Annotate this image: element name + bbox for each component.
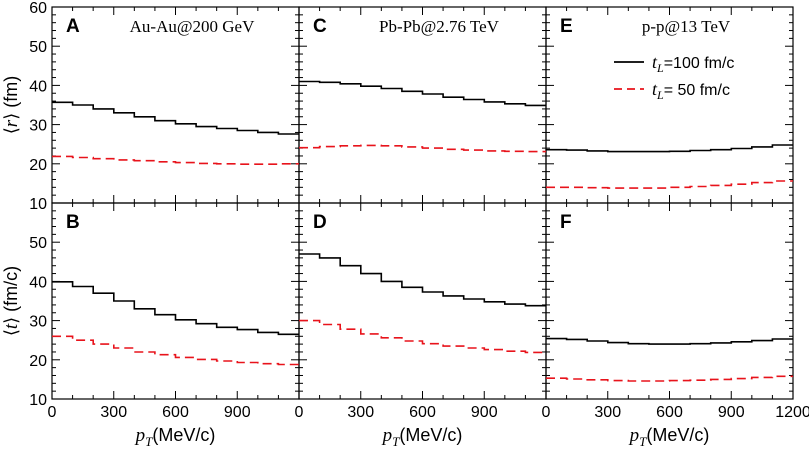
series-line-A-tL100 [52, 101, 299, 135]
y-axis-label: ⟨t⟩ (fm/c) [1, 266, 22, 336]
panel-letter: D [313, 212, 327, 233]
y-tick-label: 10 [29, 196, 47, 213]
x-tick-label: 1200 [775, 404, 809, 421]
y-tick-label: 50 [29, 235, 47, 252]
x-tick-label: 300 [347, 404, 374, 421]
x-tick-label: 900 [718, 404, 745, 421]
panel-letter: F [560, 212, 572, 233]
panel-frame-E [545, 6, 794, 204]
series-line-B-tL100 [52, 281, 299, 336]
series-line-C-tL100 [299, 80, 546, 107]
series-line-B-tL50 [52, 335, 299, 366]
y-tick-label: 40 [29, 78, 47, 95]
panel-letter: B [66, 212, 80, 233]
y-tick-label: 40 [29, 274, 47, 291]
panel-frame-F [545, 202, 794, 400]
panel-frame-C [298, 6, 547, 204]
y-tick-label: 20 [29, 353, 47, 370]
panel-letter: A [66, 16, 80, 37]
panel-title: Pb-Pb@2.76 TeV [379, 17, 500, 36]
series-line-E-tL100 [546, 144, 793, 153]
series-line-D-tL100 [299, 253, 546, 307]
x-tick-label: 600 [409, 404, 436, 421]
series-line-A-tL50 [52, 155, 299, 165]
series-line-C-tL50 [299, 144, 546, 153]
panel-letter: C [313, 16, 327, 37]
series-line-F-tL100 [546, 337, 793, 345]
x-axis-label: pT(MeV/c) [628, 425, 710, 449]
y-axis-label: ⟨r⟩ (fm) [1, 76, 22, 134]
x-tick-label: 300 [594, 404, 621, 421]
x-tick-label: 600 [656, 404, 683, 421]
series-line-F-tL50 [546, 375, 793, 382]
y-tick-label: 20 [29, 157, 47, 174]
panel-title: Au-Au@200 GeV [130, 17, 255, 36]
y-tick-label: 50 [29, 39, 47, 56]
x-axis-label: pT(MeV/c) [381, 425, 463, 449]
x-tick-label: 900 [471, 404, 498, 421]
series-line-E-tL50 [546, 180, 793, 189]
panel-frame-B [51, 202, 300, 400]
x-tick-label: 0 [542, 404, 551, 421]
legend-label: tL=100 fm/c [652, 52, 734, 75]
y-tick-label: 30 [29, 314, 47, 331]
x-tick-label: 600 [162, 404, 189, 421]
x-tick-label: 300 [100, 404, 127, 421]
x-tick-label: 0 [48, 404, 57, 421]
y-tick-label: 60 [29, 0, 47, 17]
y-tick-label: 10 [29, 392, 47, 409]
series-line-D-tL50 [299, 319, 546, 354]
panel-title: p-p@13 TeV [642, 17, 731, 36]
panel-letter: E [560, 16, 573, 37]
legend-label: tL= 50 fm/c [652, 79, 730, 102]
panel-frame-D [298, 202, 547, 400]
x-axis-label: pT(MeV/c) [134, 425, 216, 449]
x-tick-label: 0 [295, 404, 304, 421]
x-tick-label: 900 [224, 404, 251, 421]
y-tick-label: 30 [29, 118, 47, 135]
